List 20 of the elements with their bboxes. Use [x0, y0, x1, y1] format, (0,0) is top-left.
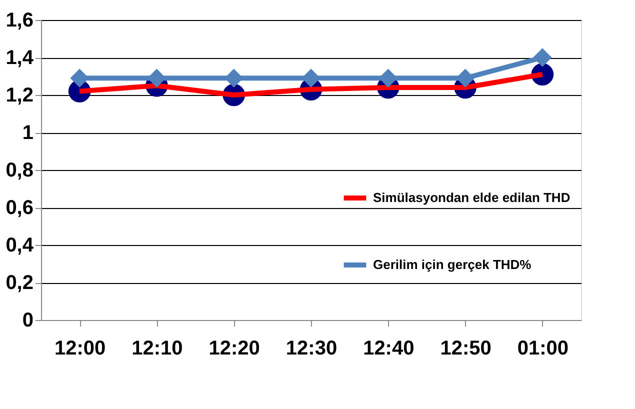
- y-tick-label: 0,8: [6, 160, 34, 182]
- y-tick-label: 1,2: [6, 84, 34, 106]
- legend-label: Simülasyondan elde edilan THD: [373, 190, 570, 205]
- y-tick-label: 1: [22, 122, 34, 144]
- x-tick-label: 12:10: [132, 338, 183, 360]
- y-tick-label: 1,4: [6, 47, 34, 69]
- x-tick-label: 01:00: [517, 338, 569, 360]
- y-tick-label: 0,6: [6, 197, 34, 219]
- y-tick-label: 0,4: [6, 234, 34, 256]
- x-tick-label: 12:40: [363, 338, 414, 360]
- x-tick-label: 12:50: [440, 338, 492, 360]
- x-tick-label: 12:20: [208, 338, 260, 360]
- y-tick-label: 0,2: [6, 272, 34, 294]
- x-tick-label: 12:00: [54, 338, 106, 360]
- point: [533, 48, 552, 67]
- y-tick-label: 1,6: [6, 10, 34, 32]
- legend-label: Gerilim için gerçek THD%: [373, 257, 532, 272]
- x-tick-label: 12:30: [286, 338, 338, 360]
- y-tick-label: 0: [22, 310, 34, 332]
- point: [70, 68, 89, 88]
